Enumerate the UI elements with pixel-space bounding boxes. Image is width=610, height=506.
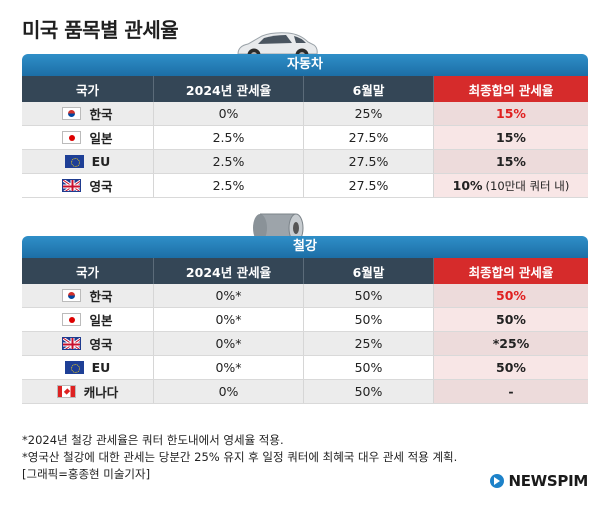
col-june: 6월말 — [304, 76, 434, 102]
table-row: EU 0%* 50% 50% — [22, 356, 588, 380]
final-rate: 50% — [496, 312, 526, 327]
col-final: 최종합의 관세율 — [434, 76, 588, 102]
final-rate-cell: 15% — [434, 150, 588, 173]
final-rate-cell: 10% (10만대 쿼터 내) — [434, 174, 588, 197]
final-rate: *25% — [492, 336, 530, 351]
table-row: 영국 2.5% 27.5% 10% (10만대 쿼터 내) — [22, 174, 588, 198]
final-rate: - — [508, 384, 514, 399]
country-cell: 일본 — [22, 126, 154, 149]
col-2024-rate: 2024년 관세율 — [154, 76, 304, 102]
rate-2024-cell: 2.5% — [154, 126, 304, 149]
june-rate-cell: 50% — [304, 308, 434, 331]
steel-table: 철강 국가 2024년 관세율 6월말 최종합의 관세율 한국 0%* 50% 50%… — [22, 236, 588, 404]
final-rate-cell: - — [434, 380, 588, 403]
country-cell: 영국 — [22, 332, 154, 355]
korea-flag-icon — [62, 107, 82, 120]
rate-2024-cell: 0%* — [154, 284, 304, 307]
table-header: 국가 2024년 관세율 6월말 최종합의 관세율 — [22, 76, 588, 102]
country-name: 캐나다 — [83, 385, 119, 400]
june-rate-cell: 50% — [304, 380, 434, 403]
eu-flag-icon — [64, 155, 84, 168]
june-rate-cell: 27.5% — [304, 126, 434, 149]
june-rate-cell: 27.5% — [304, 150, 434, 173]
final-rate: 50% — [496, 288, 526, 303]
japan-flag-icon — [62, 131, 82, 144]
country-cell: 한국 — [22, 102, 154, 125]
table-row: 영국 0%* 25% *25% — [22, 332, 588, 356]
japan-flag-icon — [62, 313, 82, 326]
rate-2024-cell: 0% — [154, 380, 304, 403]
eu-flag-icon — [64, 361, 84, 374]
june-rate-cell: 27.5% — [304, 174, 434, 197]
country-name: 영국 — [89, 179, 113, 194]
table-header: 국가 2024년 관세율 6월말 최종합의 관세율 — [22, 258, 588, 284]
final-rate: 15% — [496, 106, 526, 121]
final-rate: 15% — [496, 154, 526, 169]
col-june: 6월말 — [304, 258, 434, 284]
june-rate-cell: 50% — [304, 356, 434, 379]
steel-banner: 철강 — [22, 236, 588, 258]
country-name: 일본 — [89, 131, 113, 146]
page-title: 미국 품목별 관세율 — [22, 18, 179, 42]
final-rate-cell: 50% — [434, 284, 588, 307]
logo-text: NEWSPIM — [508, 472, 588, 490]
footnote: *영국산 철강에 대한 관세는 당분간 25% 유지 후 일정 쿼터에 최혜국 … — [22, 450, 458, 464]
auto-banner: 자동차 — [22, 54, 588, 76]
final-rate-note: (10만대 쿼터 내) — [485, 178, 570, 193]
table-row: 일본 2.5% 27.5% 15% — [22, 126, 588, 150]
newspim-logo: NEWSPIM — [490, 472, 588, 490]
country-cell: 영국 — [22, 174, 154, 197]
country-name: 영국 — [89, 337, 113, 352]
table-row: 일본 0%* 50% 50% — [22, 308, 588, 332]
rate-2024-cell: 0% — [154, 102, 304, 125]
country-cell: 한국 — [22, 284, 154, 307]
footnote: *2024년 철강 관세율은 쿼터 한도내에서 영세율 적용. — [22, 433, 284, 447]
rate-2024-cell: 0%* — [154, 332, 304, 355]
june-rate-cell: 25% — [304, 332, 434, 355]
country-cell: EU — [22, 150, 154, 173]
final-rate-cell: 50% — [434, 356, 588, 379]
table-row: EU 2.5% 27.5% 15% — [22, 150, 588, 174]
final-rate-cell: 50% — [434, 308, 588, 331]
canada-flag-icon — [56, 385, 76, 398]
uk-flag-icon — [62, 179, 82, 192]
table-row: 한국 0% 25% 15% — [22, 102, 588, 126]
country-name: EU — [91, 360, 111, 375]
rate-2024-cell: 2.5% — [154, 150, 304, 173]
rate-2024-cell: 2.5% — [154, 174, 304, 197]
june-rate-cell: 25% — [304, 102, 434, 125]
country-name: EU — [91, 154, 111, 169]
final-rate: 50% — [496, 360, 526, 375]
col-2024-rate: 2024년 관세율 — [154, 258, 304, 284]
footnotes: *2024년 철강 관세율은 쿼터 한도내에서 영세율 적용. *영국산 철강에… — [22, 432, 457, 483]
newspim-logo-icon — [490, 474, 505, 488]
col-country: 국가 — [22, 76, 154, 102]
country-cell: EU — [22, 356, 154, 379]
country-name: 한국 — [89, 289, 113, 304]
country-name: 한국 — [89, 107, 113, 122]
june-rate-cell: 50% — [304, 284, 434, 307]
col-country: 국가 — [22, 258, 154, 284]
final-rate-cell: *25% — [434, 332, 588, 355]
final-rate: 10% — [452, 178, 483, 193]
country-cell: 캐나다 — [22, 380, 154, 403]
auto-table: 자동차 국가 2024년 관세율 6월말 최종합의 관세율 한국 0% 25% 15%… — [22, 54, 588, 198]
col-final: 최종합의 관세율 — [434, 258, 588, 284]
final-rate-cell: 15% — [434, 102, 588, 125]
final-rate: 15% — [496, 130, 526, 145]
rate-2024-cell: 0%* — [154, 308, 304, 331]
rate-2024-cell: 0%* — [154, 356, 304, 379]
country-name: 일본 — [89, 313, 113, 328]
uk-flag-icon — [62, 337, 82, 350]
final-rate-cell: 15% — [434, 126, 588, 149]
table-row: 한국 0%* 50% 50% — [22, 284, 588, 308]
table-row: 캐나다 0% 50% - — [22, 380, 588, 404]
country-cell: 일본 — [22, 308, 154, 331]
footnote: [그래픽=홍종현 미술기자] — [22, 467, 151, 481]
korea-flag-icon — [62, 289, 82, 302]
